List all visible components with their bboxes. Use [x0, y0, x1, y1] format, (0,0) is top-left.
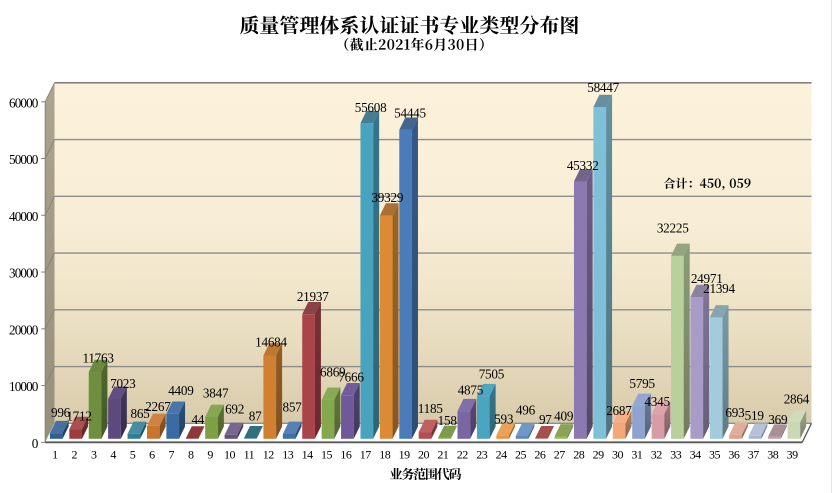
- svg-text:693: 693: [725, 405, 745, 420]
- svg-text:6869: 6869: [320, 365, 346, 380]
- svg-text:54445: 54445: [394, 106, 426, 121]
- svg-text:5: 5: [130, 447, 136, 461]
- svg-text:30000: 30000: [9, 266, 39, 281]
- svg-text:15: 15: [321, 447, 333, 461]
- svg-text:369: 369: [768, 412, 788, 427]
- svg-text:21: 21: [437, 447, 449, 461]
- svg-text:32: 32: [651, 447, 663, 461]
- svg-text:1: 1: [52, 447, 58, 461]
- svg-text:7666: 7666: [338, 369, 364, 384]
- svg-text:35: 35: [709, 447, 721, 461]
- svg-text:38: 38: [767, 447, 779, 461]
- svg-text:3: 3: [91, 447, 97, 461]
- svg-text:1185: 1185: [418, 401, 444, 416]
- svg-text:29: 29: [593, 447, 605, 461]
- svg-text:7: 7: [169, 447, 175, 461]
- svg-text:20: 20: [418, 447, 430, 461]
- svg-text:4345: 4345: [644, 394, 670, 409]
- svg-text:11763: 11763: [82, 351, 114, 366]
- svg-text:36: 36: [728, 447, 740, 461]
- svg-text:24971: 24971: [691, 271, 723, 286]
- svg-text:8: 8: [188, 447, 194, 461]
- svg-text:30: 30: [612, 447, 624, 461]
- svg-text:16: 16: [340, 447, 352, 461]
- svg-text:6: 6: [149, 447, 155, 461]
- svg-text:10000: 10000: [9, 379, 39, 394]
- svg-text:58447: 58447: [587, 80, 619, 95]
- svg-text:39329: 39329: [371, 190, 403, 205]
- svg-text:25: 25: [515, 447, 527, 461]
- svg-text:33: 33: [670, 447, 682, 461]
- svg-text:593: 593: [494, 411, 514, 426]
- svg-text:5795: 5795: [629, 376, 655, 391]
- svg-text:496: 496: [516, 402, 536, 417]
- svg-text:23: 23: [476, 447, 488, 461]
- svg-text:18: 18: [379, 447, 391, 461]
- svg-text:14: 14: [302, 447, 314, 461]
- svg-text:4875: 4875: [458, 382, 484, 397]
- svg-text:26: 26: [534, 447, 546, 461]
- svg-text:409: 409: [554, 408, 574, 423]
- svg-text:12: 12: [263, 447, 275, 461]
- svg-text:857: 857: [282, 400, 302, 415]
- svg-text:2687: 2687: [606, 403, 632, 418]
- svg-text:34: 34: [690, 447, 702, 461]
- svg-text:39: 39: [787, 447, 799, 461]
- svg-text:4409: 4409: [168, 383, 194, 398]
- svg-text:17: 17: [360, 447, 372, 461]
- svg-text:2267: 2267: [145, 399, 171, 414]
- svg-text:19: 19: [399, 447, 411, 461]
- svg-text:11: 11: [244, 447, 255, 461]
- svg-text:9: 9: [207, 447, 213, 461]
- svg-text:7505: 7505: [479, 366, 505, 381]
- svg-text:996: 996: [51, 405, 71, 420]
- svg-text:50000: 50000: [9, 152, 39, 167]
- svg-text:3847: 3847: [203, 386, 229, 401]
- svg-text:55608: 55608: [355, 100, 387, 115]
- svg-text:1712: 1712: [66, 409, 91, 424]
- svg-text:158: 158: [438, 413, 458, 428]
- svg-text:21937: 21937: [297, 289, 329, 304]
- svg-text:40000: 40000: [9, 209, 39, 224]
- svg-text:692: 692: [225, 401, 244, 416]
- svg-text:32225: 32225: [657, 221, 689, 236]
- svg-text:0: 0: [32, 436, 39, 451]
- svg-text:14684: 14684: [255, 334, 287, 349]
- svg-text:865: 865: [130, 406, 150, 421]
- svg-text:45332: 45332: [567, 158, 599, 173]
- svg-text:27: 27: [554, 447, 566, 461]
- svg-text:2864: 2864: [784, 392, 810, 407]
- svg-text:22: 22: [457, 447, 469, 461]
- svg-text:4: 4: [110, 447, 116, 461]
- svg-text:10: 10: [224, 447, 236, 461]
- svg-text:7023: 7023: [110, 376, 136, 391]
- svg-text:20000: 20000: [9, 322, 39, 337]
- svg-text:28: 28: [573, 447, 585, 461]
- svg-text:37: 37: [748, 447, 760, 461]
- svg-text:87: 87: [249, 408, 262, 423]
- svg-text:21394: 21394: [703, 281, 735, 296]
- svg-text:2: 2: [72, 447, 78, 461]
- svg-text:519: 519: [745, 408, 765, 423]
- svg-text:24: 24: [496, 447, 508, 461]
- svg-text:44: 44: [191, 412, 204, 427]
- svg-text:13: 13: [282, 447, 294, 461]
- svg-text:97: 97: [539, 412, 552, 427]
- svg-text:31: 31: [631, 447, 643, 461]
- svg-text:60000: 60000: [9, 95, 39, 110]
